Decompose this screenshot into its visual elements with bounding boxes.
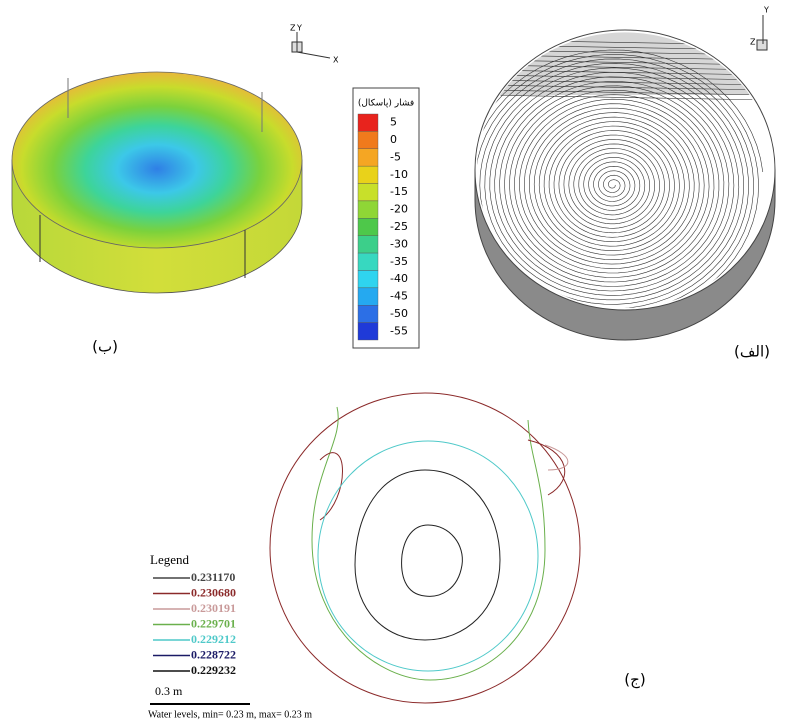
colorbar-tick: -35 bbox=[390, 255, 408, 268]
streamline bbox=[479, 64, 771, 71]
axis-label: X bbox=[333, 56, 339, 65]
streamline-cylinder bbox=[474, 29, 776, 341]
colorbar-cell bbox=[357, 131, 379, 149]
panel-label: (الف) bbox=[734, 343, 770, 361]
axis-label: Y bbox=[296, 24, 302, 33]
colorbar-cell bbox=[357, 165, 379, 184]
colorbar-tick: -15 bbox=[390, 185, 408, 198]
streamline bbox=[479, 79, 771, 86]
streamline bbox=[479, 89, 771, 96]
colorbar-tick: -30 bbox=[390, 237, 408, 250]
streamline bbox=[479, 74, 771, 81]
colorbar-tick: -25 bbox=[390, 220, 408, 233]
axis-label: Z bbox=[290, 24, 296, 33]
colorbar-cell bbox=[357, 305, 379, 323]
legend-label: 0.231170 bbox=[191, 570, 235, 584]
colorbar-cell bbox=[357, 218, 379, 236]
colorbar-tick: 0 bbox=[390, 133, 397, 146]
colorbar-tick: -5 bbox=[390, 150, 401, 163]
caption: Water levels, min= 0.23 m, max= 0.23 m bbox=[148, 709, 312, 720]
scale-label: 0.3 m bbox=[155, 684, 183, 698]
axis-label: Y bbox=[763, 6, 769, 15]
colorbar-cell bbox=[357, 183, 379, 202]
panel-label: (ب) bbox=[92, 338, 118, 356]
legend-label: 0.229212 bbox=[191, 632, 236, 646]
colorbar-tick: -45 bbox=[390, 290, 408, 303]
legend-label: 0.230680 bbox=[191, 585, 236, 599]
colorbar-cell bbox=[357, 200, 379, 219]
colorbar-tick: -10 bbox=[390, 168, 408, 181]
legend-label: 0.228722 bbox=[191, 647, 236, 661]
axis-triad bbox=[291, 32, 331, 59]
colorbar-tick: -50 bbox=[390, 307, 408, 320]
colorbar-cell bbox=[357, 270, 379, 289]
colorbar-tick: -20 bbox=[390, 203, 408, 216]
colorbar-cell bbox=[357, 235, 379, 254]
colorbar-cell bbox=[357, 322, 379, 341]
legend-label: 0.230191 bbox=[191, 601, 236, 615]
legend-label: 0.229701 bbox=[191, 616, 236, 630]
colorbar-tick: -55 bbox=[390, 324, 408, 337]
legend-title: Legend bbox=[150, 552, 189, 567]
legend-label: 0.229232 bbox=[191, 663, 236, 677]
axis-label: Z bbox=[750, 38, 756, 47]
axis-triad bbox=[756, 15, 768, 51]
contour-plot bbox=[269, 392, 581, 704]
colorbar-tick: -40 bbox=[390, 272, 408, 285]
colorbar-tick: 5 bbox=[390, 116, 397, 129]
colorbar-cell bbox=[357, 287, 379, 306]
colorbar-cell bbox=[357, 113, 379, 132]
streamline bbox=[479, 94, 771, 101]
streamline bbox=[477, 49, 764, 308]
colorbar-cell bbox=[357, 148, 379, 167]
pressure-cylinder bbox=[11, 71, 303, 294]
streamline bbox=[479, 69, 771, 76]
colorbar-title: فشار (پاسکال) bbox=[358, 99, 414, 109]
streamline bbox=[479, 84, 771, 91]
colorbar-cell bbox=[357, 252, 379, 271]
panel-label: (ج) bbox=[624, 671, 645, 690]
